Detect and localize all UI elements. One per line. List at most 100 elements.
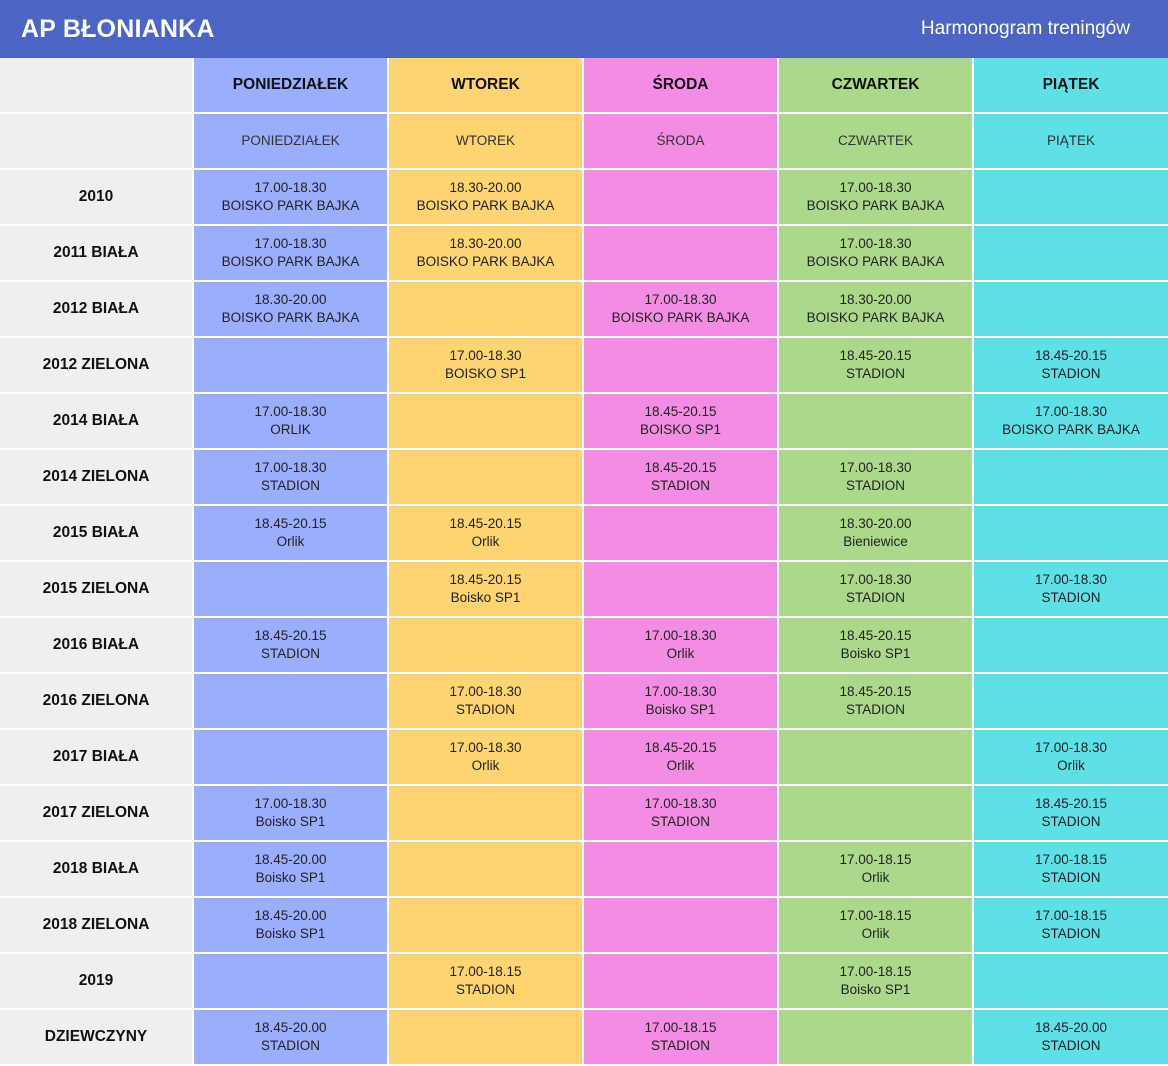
day-subheader-wtorek: WTOREK: [389, 114, 584, 170]
training-place: BOISKO SP1: [444, 366, 527, 381]
training-time: 18.45-20.15: [449, 572, 522, 587]
training-place: STADION: [845, 590, 905, 605]
schedule-cell: 17.00-18.30 STADION: [779, 450, 974, 506]
training-time: 18.45-20.00: [254, 908, 327, 923]
training-time: 17.00-18.15: [839, 908, 912, 923]
group-label: 2014 ZIELONA: [0, 450, 194, 506]
training-place: STADION: [1041, 366, 1101, 381]
schedule-cell: [584, 954, 779, 1010]
training-time: 17.00-18.30: [254, 180, 327, 195]
training-place: STADION: [1041, 926, 1101, 941]
training-time: 17.00-18.30: [1034, 740, 1108, 755]
training-place: Orlik: [276, 534, 305, 549]
training-time: 18.45-20.15: [644, 404, 717, 419]
training-place: BOISKO PARK BAJKA: [221, 254, 360, 269]
schedule-cell: [779, 1010, 974, 1066]
training-time: 18.45-20.15: [839, 628, 912, 643]
training-time: 17.00-18.15: [839, 964, 912, 979]
training-place: BOISKO SP1: [639, 422, 722, 437]
training-place: BOISKO PARK BAJKA: [416, 198, 555, 213]
schedule-cell: 18.45-20.15 STADION: [779, 674, 974, 730]
schedule-cell: [389, 394, 584, 450]
schedule-cell: 17.00-18.30 BOISKO PARK BAJKA: [584, 282, 779, 338]
schedule-cell: [779, 730, 974, 786]
schedule-cell: 17.00-18.15 STADION: [584, 1010, 779, 1066]
schedule-cell: 17.00-18.30 BOISKO PARK BAJKA: [194, 170, 389, 226]
schedule-cell: 18.45-20.15 Orlik: [194, 506, 389, 562]
schedule-cell: [584, 506, 779, 562]
training-place: Orlik: [471, 534, 500, 549]
corner-cell: [0, 58, 194, 114]
training-time: 18.30-20.00: [839, 516, 912, 531]
training-time: 17.00-18.30: [254, 460, 327, 475]
day-header-sroda: ŚRODA: [584, 58, 779, 114]
group-label: 2010: [0, 170, 194, 226]
training-place: BOISKO PARK BAJKA: [416, 254, 555, 269]
schedule-cell: [584, 842, 779, 898]
training-place: Orlik: [861, 870, 890, 885]
training-time: 17.00-18.30: [1034, 572, 1108, 587]
app-header: AP BŁONIANKA Harmonogram treningów: [0, 0, 1168, 58]
schedule-cell: 17.00-18.30 BOISKO PARK BAJKA: [779, 226, 974, 282]
schedule-cell: [584, 226, 779, 282]
training-place: Bieniewice: [843, 534, 908, 549]
group-label: 2016 ZIELONA: [0, 674, 194, 730]
schedule-cell: 18.30-20.00 BOISKO PARK BAJKA: [389, 226, 584, 282]
training-time: 17.00-18.30: [839, 572, 912, 587]
training-time: 18.45-20.00: [254, 1020, 327, 1035]
schedule-cell: [974, 170, 1168, 226]
training-time: 17.00-18.30: [254, 236, 327, 251]
group-label: DZIEWCZYNY: [0, 1010, 194, 1066]
training-time: 18.45-20.15: [254, 516, 327, 531]
schedule-cell: 18.30-20.00 BOISKO PARK BAJKA: [194, 282, 389, 338]
schedule-cell: 18.45-20.15 Boisko SP1: [779, 618, 974, 674]
training-time: 18.45-20.15: [644, 740, 717, 755]
training-time: 18.45-20.15: [449, 516, 522, 531]
training-place: STADION: [845, 702, 905, 717]
app-title: AP BŁONIANKA: [21, 14, 215, 43]
schedule-cell: 18.45-20.15 BOISKO SP1: [584, 394, 779, 450]
schedule-cell: 18.45-20.00 Boisko SP1: [194, 842, 389, 898]
training-time: 17.00-18.30: [254, 796, 327, 811]
schedule-cell: [389, 898, 584, 954]
schedule-cell: 18.45-20.00 STADION: [194, 1010, 389, 1066]
schedule-cell: 17.00-18.30 BOISKO PARK BAJKA: [974, 394, 1168, 450]
training-place: Boisko SP1: [255, 870, 326, 885]
schedule-cell: [389, 842, 584, 898]
schedule-cell: 17.00-18.15 STADION: [974, 898, 1168, 954]
schedule-cell: [779, 786, 974, 842]
training-time: 17.00-18.30: [644, 628, 717, 643]
schedule-cell: 17.00-18.30 BOISKO PARK BAJKA: [779, 170, 974, 226]
group-label: 2017 ZIELONA: [0, 786, 194, 842]
training-time: 17.00-18.15: [839, 852, 912, 867]
schedule-cell: 18.45-20.15 STADION: [194, 618, 389, 674]
schedule-cell: [974, 282, 1168, 338]
training-place: STADION: [1041, 870, 1101, 885]
schedule-cell: 18.45-20.15 STADION: [974, 786, 1168, 842]
training-place: STADION: [260, 1038, 320, 1053]
training-place: BOISKO PARK BAJKA: [221, 198, 360, 213]
training-time: 18.30-20.00: [449, 180, 522, 195]
group-label: 2019: [0, 954, 194, 1010]
corner-cell-sub: [0, 114, 194, 170]
training-place: STADION: [455, 702, 515, 717]
group-label: 2015 ZIELONA: [0, 562, 194, 618]
training-place: Orlik: [666, 758, 695, 773]
training-place: Boisko SP1: [840, 646, 911, 661]
training-place: BOISKO PARK BAJKA: [611, 310, 750, 325]
training-place: Orlik: [861, 926, 890, 941]
training-place: STADION: [650, 478, 710, 493]
training-place: STADION: [650, 1038, 710, 1053]
schedule-cell: 17.00-18.15 Orlik: [779, 898, 974, 954]
schedule-cell: [974, 618, 1168, 674]
schedule-cell: 18.30-20.00 Bieniewice: [779, 506, 974, 562]
training-place: BOISKO PARK BAJKA: [806, 198, 945, 213]
schedule-cell: 17.00-18.30 Orlik: [584, 618, 779, 674]
schedule-cell: 17.00-18.15 Boisko SP1: [779, 954, 974, 1010]
training-place: ORLIK: [270, 422, 311, 437]
training-place: Orlik: [666, 646, 695, 661]
schedule-cell: 17.00-18.15 STADION: [974, 842, 1168, 898]
training-time: 18.30-20.00: [254, 292, 327, 307]
training-time: 18.45-20.15: [1034, 796, 1108, 811]
schedule-cell: 18.45-20.15 Boisko SP1: [389, 562, 584, 618]
